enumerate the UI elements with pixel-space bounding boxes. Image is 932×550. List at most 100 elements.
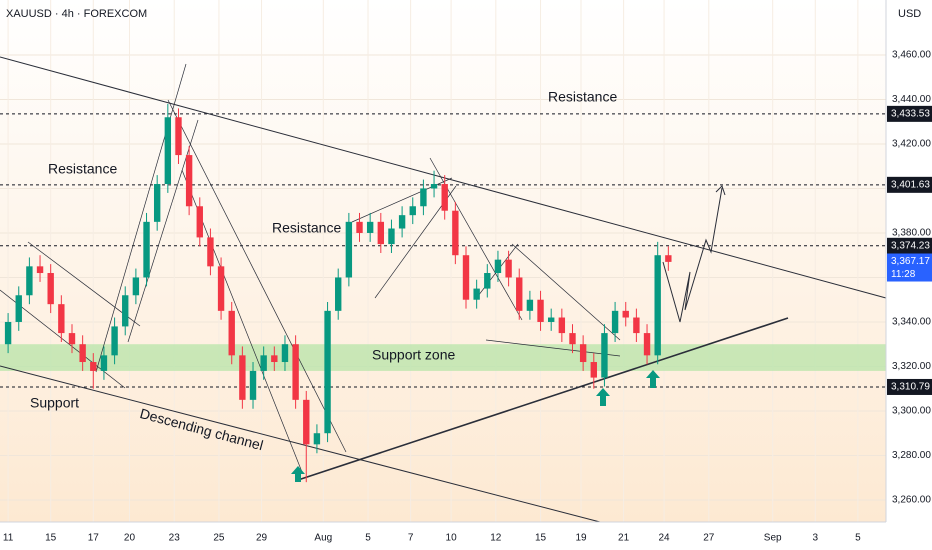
x-tick-label: 15 — [45, 533, 57, 544]
candle-body — [452, 210, 459, 256]
x-tick-label: 17 — [88, 533, 100, 544]
candle-body — [324, 310, 331, 434]
x-tick-label: 29 — [256, 533, 268, 544]
candle-body — [335, 277, 342, 311]
candle-body — [271, 355, 278, 363]
x-tick-label: 10 — [446, 533, 458, 544]
zone-layer — [0, 344, 886, 371]
x-tick-label: 21 — [618, 533, 630, 544]
candle-body — [579, 344, 587, 363]
candle-body — [4, 321, 12, 345]
zone-label: Support zone — [372, 347, 455, 363]
candle-body — [643, 333, 651, 356]
x-tick-label: 7 — [408, 533, 414, 544]
y-tick-label: 3,260.00 — [892, 495, 931, 506]
levels-layer — [0, 113, 886, 388]
forecast-path — [662, 187, 723, 323]
up-arrow — [291, 466, 305, 482]
candle-body — [313, 433, 321, 445]
x-tick-label: 15 — [535, 533, 547, 544]
candle-body — [537, 299, 544, 322]
candle-body — [196, 206, 203, 238]
axis-layer: 3,260.00 3,280.00 3,300.00 3,320.00 3,340.00… — [3, 50, 932, 544]
channel-top — [0, 56, 887, 299]
y-tick-label: 3,380.00 — [892, 228, 931, 239]
candle-body — [100, 355, 108, 371]
candle-body — [90, 362, 97, 371]
x-tick-label: 5 — [855, 533, 861, 544]
x-tick-label: 11 — [3, 533, 14, 544]
last-price-badge — [887, 253, 932, 282]
y-tick-label: 3,420.00 — [892, 139, 931, 150]
x-tick-label: 12 — [490, 533, 502, 544]
candle-body — [217, 266, 225, 311]
candle-body — [558, 317, 566, 334]
candle-body — [175, 117, 182, 156]
candle-body — [633, 317, 640, 334]
annotation: Resistance — [272, 220, 341, 236]
level-label: 3,433.53 — [891, 108, 930, 119]
annotation: Resistance — [548, 89, 617, 105]
minor-line — [167, 99, 347, 453]
candle-body — [111, 326, 118, 356]
candle-body — [345, 221, 353, 278]
x-tick-label: 24 — [659, 533, 671, 544]
up-arrow — [646, 370, 660, 388]
candle-body — [58, 304, 65, 334]
countdown: 11:28 — [891, 269, 916, 280]
level-badge — [887, 237, 932, 254]
x-tick-label: Aug — [314, 533, 332, 544]
candle-body — [228, 310, 235, 356]
minor-line — [95, 63, 187, 373]
level-label: 3,401.63 — [891, 179, 930, 190]
level-label: 3,374.23 — [891, 240, 930, 251]
minor-line — [27, 241, 141, 327]
candle-body — [207, 237, 214, 267]
candle-body — [36, 266, 44, 274]
candle-body — [516, 277, 523, 311]
x-tick-label: 19 — [575, 533, 587, 544]
candle-body — [654, 255, 661, 356]
candle-body — [388, 228, 395, 245]
level-label: 3,310.79 — [891, 382, 930, 393]
candle-body — [441, 184, 448, 211]
grid — [0, 0, 886, 522]
candle-body — [420, 188, 427, 207]
y-tick-label: 3,440.00 — [892, 94, 931, 105]
candle-body — [462, 255, 470, 300]
candle-body — [569, 333, 576, 345]
candle-body — [303, 399, 310, 445]
minor-line — [511, 243, 621, 341]
plot-background — [0, 0, 886, 522]
candle-body — [79, 344, 86, 363]
support-zone — [0, 344, 886, 371]
x-tick-label: 27 — [703, 533, 715, 544]
candle-body — [377, 221, 385, 245]
chart-title: XAUUSD · 4h · FOREXCOM — [6, 8, 147, 20]
candle-body — [239, 355, 246, 400]
x-tick-label: 20 — [124, 533, 136, 544]
candle-body — [281, 344, 289, 363]
level-badge — [887, 105, 932, 122]
candle-body — [665, 255, 672, 262]
y-tick-label: 3,280.00 — [892, 450, 931, 461]
candle-body — [164, 117, 172, 185]
x-tick-label: 5 — [365, 533, 371, 544]
candle-body — [68, 333, 76, 345]
candle-body — [430, 184, 438, 189]
channel-bottom — [0, 365, 601, 523]
minor-line — [485, 339, 621, 357]
candle-body — [547, 317, 555, 322]
candle-body — [153, 184, 161, 222]
candle-body — [292, 344, 299, 400]
candle-body — [526, 299, 534, 311]
candle-body — [122, 295, 129, 327]
x-tick-label: Sep — [764, 533, 782, 544]
candle-body — [398, 215, 406, 229]
candle-body — [601, 333, 608, 378]
y-tick-label: 3,460.00 — [892, 50, 931, 61]
candle-body — [249, 370, 257, 400]
candle-body — [611, 310, 619, 334]
level-badge — [887, 378, 932, 395]
